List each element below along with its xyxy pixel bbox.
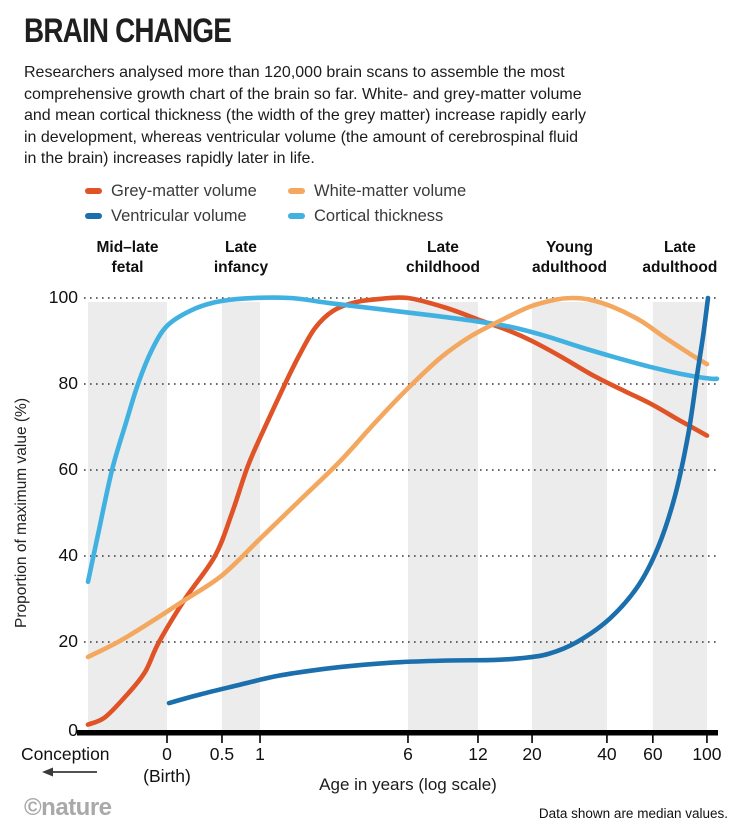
x-tick-label: 1 <box>255 744 265 764</box>
legend-label: Grey-matter volume <box>111 181 257 200</box>
stage-label: Late infancy <box>213 239 269 276</box>
stage-band <box>221 302 261 730</box>
stage-label: Mid–late fetal <box>96 239 159 276</box>
x-tick-label: 20 <box>522 744 542 764</box>
data-source-note: Data shown are median values. <box>538 806 728 821</box>
stage-label: Late childhood <box>405 239 480 276</box>
legend-item: Ventricular volume <box>85 205 247 227</box>
legend-swatch-icon <box>85 213 102 219</box>
stage-label: Young adulthood <box>532 239 607 276</box>
y-tick-label: 0 <box>68 720 78 740</box>
legend-item: Grey-matter volume <box>85 180 257 202</box>
series-ventricular-volume <box>166 295 711 706</box>
x-tick-label: 0.5 <box>209 744 235 764</box>
y-tick-label: 80 <box>58 373 78 393</box>
stage-band <box>532 302 607 730</box>
page-title: BRAIN CHANGE <box>24 12 232 50</box>
series-grey-matter-volume <box>85 295 710 727</box>
x-axis-title: Age in years (log scale) <box>319 775 497 794</box>
x-tick-label: 40 <box>597 744 617 764</box>
intro-line: Researchers analysed more than 120,000 b… <box>24 64 565 81</box>
intro-line: and mean cortical thickness (the width o… <box>24 107 587 125</box>
legend-item: White-matter volume <box>288 180 466 202</box>
stage-label: Late adulthood <box>642 239 718 276</box>
stage-band <box>407 302 478 730</box>
intro-paragraph: Researchers analysed more than 120,000 b… <box>24 62 734 170</box>
legend-item: Cortical thickness <box>288 205 443 227</box>
y-tick-label: 100 <box>48 287 78 307</box>
series-cortical-thickness <box>85 295 720 585</box>
intro-line: comprehensive growth chart of the brain … <box>24 85 582 103</box>
legend-swatch-icon <box>288 213 305 219</box>
x-tick-label: 0 <box>162 744 172 764</box>
legend-swatch-icon <box>85 188 102 194</box>
conception-annotation: Conception <box>21 744 110 764</box>
series-white-matter-volume <box>85 295 710 660</box>
birth-sublabel: (Birth) <box>143 766 191 786</box>
intro-line: in development, whereas ventricular volu… <box>24 128 579 146</box>
intro-line: in the brain) increases rapidly later in… <box>24 150 315 168</box>
legend-label: Cortical thickness <box>314 206 444 225</box>
x-tick-label: 100 <box>692 744 722 764</box>
x-tick-label: 12 <box>468 744 488 764</box>
legend-label: Ventricular volume <box>111 206 247 225</box>
legend-label: White-matter volume <box>314 181 467 200</box>
y-axis-title: Proportion of maximum value (%) <box>13 398 30 628</box>
left-arrow-head-icon <box>42 767 53 777</box>
x-tick-label: 60 <box>643 744 663 764</box>
x-axis-line <box>77 730 718 736</box>
y-tick-label: 20 <box>58 631 78 651</box>
y-tick-label: 60 <box>58 459 78 479</box>
y-tick-label: 40 <box>58 545 78 565</box>
nature-logo: ©nature <box>24 794 112 821</box>
x-tick-label: 6 <box>403 744 413 764</box>
legend-swatch-icon <box>288 188 305 194</box>
